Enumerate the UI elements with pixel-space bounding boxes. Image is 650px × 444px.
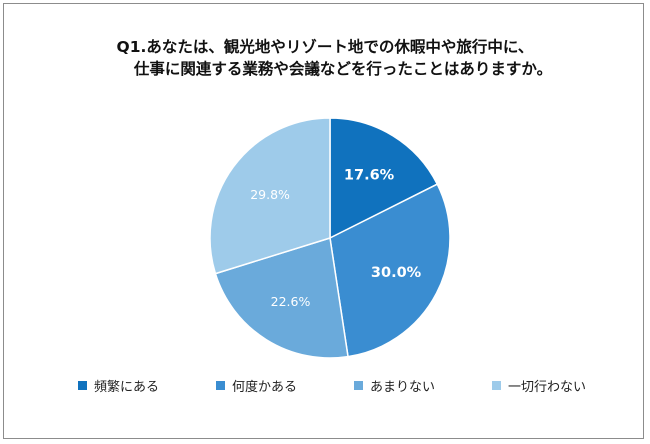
legend-item-rarely: あまりない: [354, 376, 435, 395]
legend-item-several-times: 何度かある: [216, 376, 297, 395]
legend-label-rarely: あまりない: [370, 380, 436, 395]
legend-swatch-rarely: [354, 381, 363, 390]
pie-slices: [209, 117, 451, 359]
chart-title-line-2: 仕事に関連する業務や会議などを行ったことはありますか。: [133, 60, 553, 78]
slice-label-rarely: 22.6%: [271, 294, 311, 309]
legend-label-frequent: 頻繁にある: [94, 380, 160, 395]
chart-title-line-1: Q1.あなたは、観光地やリゾート地での休暇中や旅行中に、: [116, 38, 534, 56]
legend-label-several-times: 何度かある: [232, 380, 298, 395]
pie-slice-frequent: [329, 117, 439, 240]
legend-item-frequent: 頻繁にある: [78, 376, 159, 395]
pie-slice-rarely: [214, 237, 349, 359]
legend: 頻繁にある 何度かある あまりない 一切行わない: [0, 376, 650, 396]
legend-label-never: 一切行わない: [508, 380, 587, 395]
legend-swatch-never: [492, 381, 501, 390]
slice-label-several-times: 30.0%: [371, 265, 422, 281]
legend-item-never: 一切行わない: [492, 376, 586, 395]
slice-label-never: 29.8%: [250, 187, 290, 202]
legend-swatch-several-times: [216, 381, 225, 390]
slice-label-frequent: 17.6%: [344, 168, 395, 184]
pie-slice-several-times: [329, 183, 451, 358]
pie-slice-never: [209, 117, 331, 275]
chart-title: Q1.あなたは、観光地やリゾート地での休暇中や旅行中に、 仕事に関連する業務や会…: [0, 36, 650, 80]
legend-swatch-frequent: [78, 381, 87, 390]
pie-slice-labels: 17.6% 30.0% 22.6% 29.8%: [250, 168, 421, 309]
